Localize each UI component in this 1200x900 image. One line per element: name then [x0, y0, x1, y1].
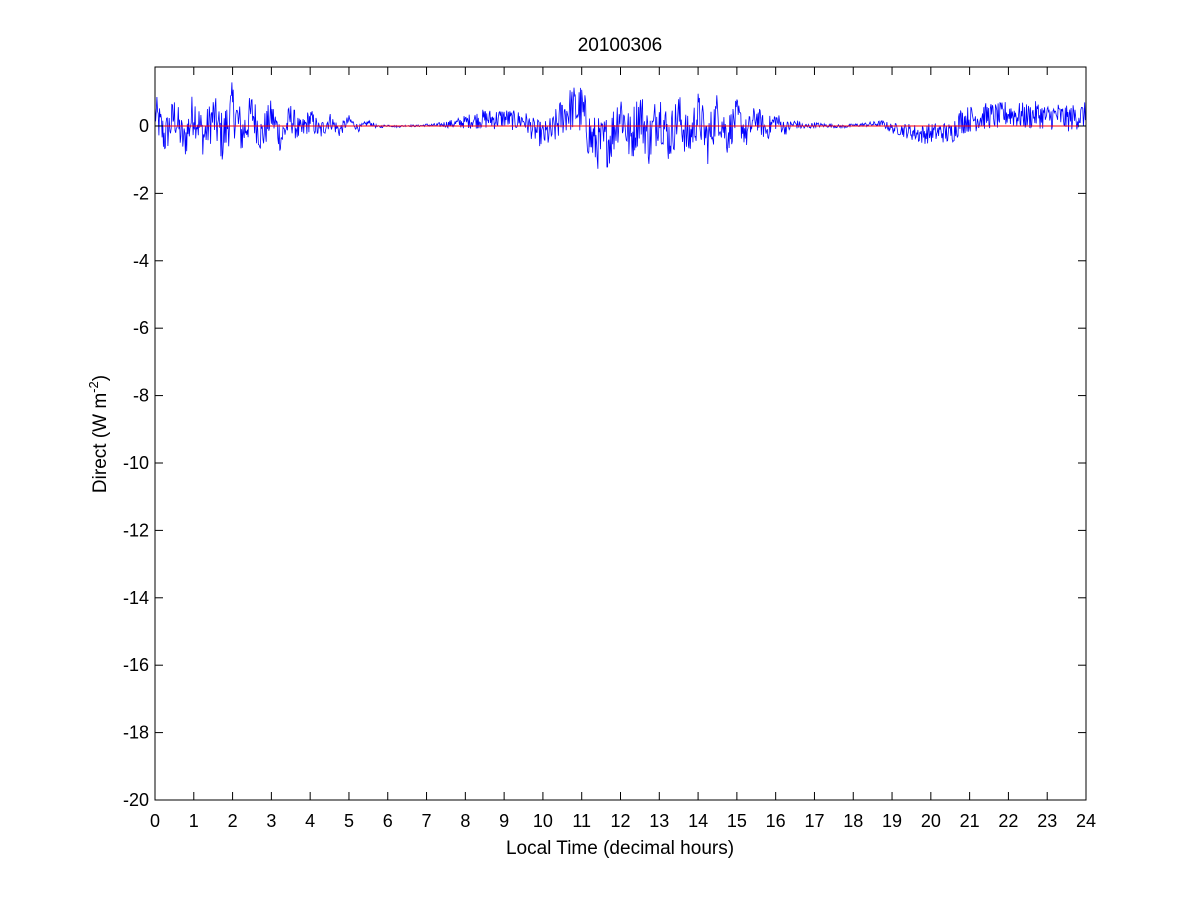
x-axis: 0 1 2 3 4 5 6 7 8 9 10 11 12 13 14 15 16 17 18 19 20 21 22 23 24	[150, 67, 1096, 831]
x-axis-label: Local Time (decimal hours)	[506, 838, 734, 859]
x-tick-label: 16	[766, 811, 786, 831]
y-tick-label: -18	[123, 723, 149, 743]
y-axis-label: Direct (W m-2)	[86, 375, 111, 493]
x-tick-label: 23	[1037, 811, 1057, 831]
x-tick-label: 7	[422, 811, 432, 831]
plot-area	[154, 66, 1087, 801]
y-tick-label: -14	[123, 588, 149, 608]
x-tick-label: 22	[998, 811, 1018, 831]
x-tick-label: 17	[804, 811, 824, 831]
x-tick-label: 18	[843, 811, 863, 831]
x-tick-label: 5	[344, 811, 354, 831]
x-tick-label: 19	[882, 811, 902, 831]
x-tick-label: 15	[727, 811, 747, 831]
y-tick-label: -16	[123, 655, 149, 675]
x-tick-label: 21	[960, 811, 980, 831]
y-tick-label: -4	[133, 251, 149, 271]
x-tick-label: 8	[460, 811, 470, 831]
x-tick-label: 13	[649, 811, 669, 831]
y-axis-label-exponent: -2	[86, 381, 101, 393]
x-tick-label: 2	[228, 811, 238, 831]
x-tick-label: 24	[1076, 811, 1096, 831]
y-axis: 0 -2 -4 -6 -8 -10 -12 -14 -16 -18 -20	[123, 116, 1086, 810]
series-line-direct	[154, 82, 1087, 169]
x-tick-label: 9	[499, 811, 509, 831]
x-tick-label: 4	[305, 811, 315, 831]
x-tick-label: 10	[533, 811, 553, 831]
x-tick-label: 6	[383, 811, 393, 831]
y-tick-label: -10	[123, 453, 149, 473]
x-tick-label: 1	[189, 811, 199, 831]
chart-title: 20100306	[578, 35, 663, 56]
x-tick-label: 12	[610, 811, 630, 831]
x-tick-label: 0	[150, 811, 160, 831]
y-tick-label: -2	[133, 183, 149, 203]
y-axis-label-main: Direct (W m	[90, 393, 111, 493]
x-tick-label: 20	[921, 811, 941, 831]
y-tick-label: -6	[133, 318, 149, 338]
x-tick-label: 14	[688, 811, 708, 831]
series-layer	[154, 82, 1087, 169]
plot-background	[155, 67, 1086, 800]
y-axis-label-suffix: )	[90, 375, 111, 381]
x-tick-label: 3	[266, 811, 276, 831]
x-tick-label: 11	[572, 811, 591, 831]
y-tick-label: -20	[123, 790, 149, 810]
y-tick-label: -8	[133, 386, 149, 406]
y-tick-label: 0	[139, 116, 149, 136]
y-tick-label: -12	[123, 520, 149, 540]
